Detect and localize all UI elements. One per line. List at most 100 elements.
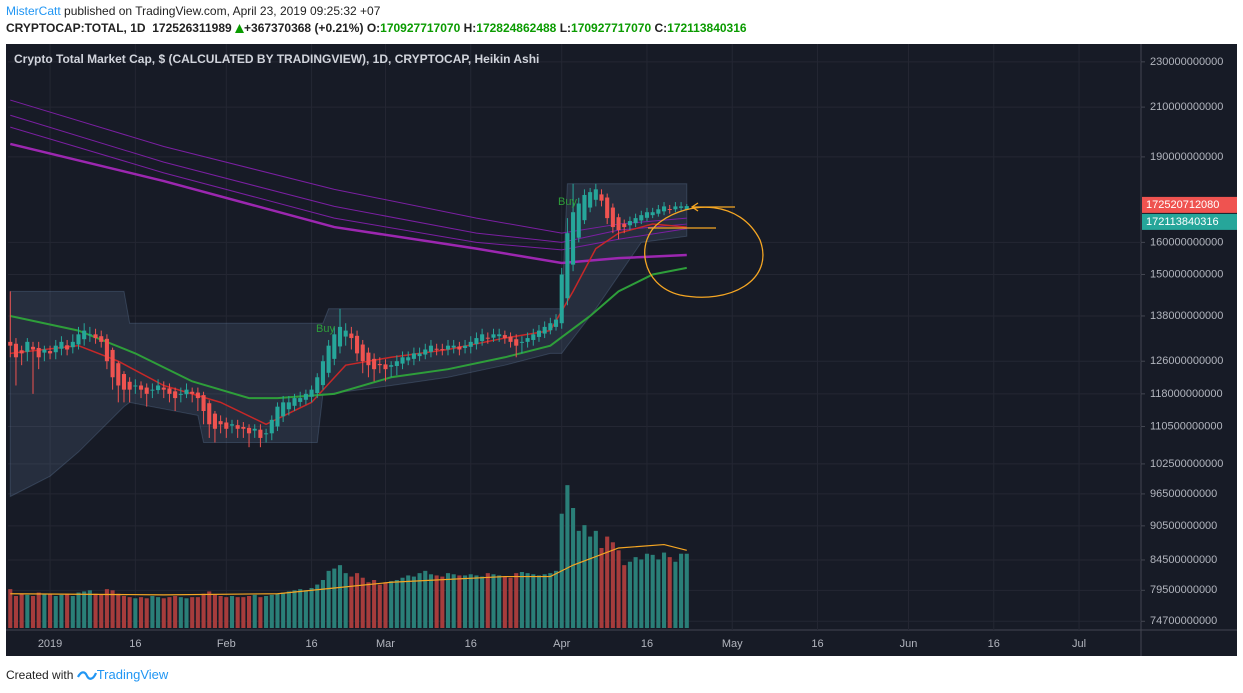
candle-body bbox=[235, 425, 240, 429]
volume-bar bbox=[349, 576, 354, 628]
candle-body bbox=[343, 330, 348, 337]
ohlc-label: C: bbox=[654, 21, 668, 35]
candle-body bbox=[76, 334, 81, 345]
drawn-arrow bbox=[690, 202, 735, 212]
candle-body bbox=[536, 330, 542, 337]
candle-body bbox=[400, 357, 405, 364]
volume-bar bbox=[423, 570, 428, 628]
candle-body bbox=[372, 358, 377, 370]
candle-body bbox=[258, 429, 263, 438]
volume-bar bbox=[42, 593, 47, 628]
up-arrow-icon bbox=[235, 24, 245, 33]
candle-body bbox=[241, 426, 246, 429]
volume-bar bbox=[286, 591, 291, 628]
candle-body bbox=[144, 387, 149, 394]
volume-bar bbox=[19, 593, 24, 628]
volume-bar bbox=[190, 597, 195, 628]
volume-bar bbox=[661, 552, 667, 628]
candle-body bbox=[150, 389, 155, 391]
volume-bar bbox=[514, 573, 519, 628]
volume-bar bbox=[394, 580, 399, 628]
volume-layer bbox=[8, 485, 689, 628]
y-tick-label: 84500000000 bbox=[1150, 554, 1217, 566]
ohlc-label: L: bbox=[559, 21, 572, 35]
volume-bar bbox=[684, 553, 689, 628]
y-tick-label: 90500000000 bbox=[1150, 520, 1217, 532]
indicator-line bbox=[10, 266, 687, 400]
candle-body bbox=[508, 336, 513, 342]
last-price: 172526311989 bbox=[152, 21, 232, 35]
volume-bar bbox=[474, 575, 479, 628]
candle-body bbox=[463, 345, 468, 348]
volume-bar bbox=[383, 582, 388, 628]
volume-bar bbox=[252, 594, 257, 628]
candle-body bbox=[548, 323, 553, 331]
y-tick-label: 102500000000 bbox=[1150, 458, 1223, 470]
chart-title: Crypto Total Market Cap, $ (CALCULATED B… bbox=[14, 52, 539, 66]
candle-body bbox=[87, 334, 92, 336]
volume-bar bbox=[656, 559, 661, 628]
volume-bar bbox=[264, 596, 269, 628]
candle-body bbox=[133, 385, 138, 387]
volume-bar bbox=[389, 581, 394, 628]
volume-bar bbox=[281, 592, 286, 628]
candle-body bbox=[582, 194, 587, 221]
x-tick-label: Mar bbox=[376, 638, 395, 650]
volume-bar bbox=[576, 530, 581, 628]
ohlc: O:170927717070 H:172824862488 L:17092771… bbox=[367, 21, 747, 35]
volume-bar bbox=[241, 597, 246, 628]
candle-body bbox=[627, 221, 632, 226]
volume-bar bbox=[309, 588, 314, 628]
candle-body bbox=[104, 338, 109, 362]
price-tag-label: 172520712080 bbox=[1146, 199, 1219, 211]
volume-bar bbox=[468, 574, 473, 628]
volume-bar bbox=[480, 576, 485, 628]
candle-body bbox=[559, 274, 564, 324]
volume-bar bbox=[582, 525, 587, 628]
volume-bar bbox=[531, 574, 536, 628]
volume-bar bbox=[178, 597, 183, 628]
volume-bar bbox=[542, 574, 547, 628]
volume-bar bbox=[332, 568, 337, 628]
x-tick-label: 16 bbox=[641, 638, 653, 650]
candle-body bbox=[485, 337, 490, 339]
candle-body bbox=[173, 391, 178, 399]
volume-bar bbox=[536, 575, 542, 628]
candle-body bbox=[275, 406, 280, 427]
brand[interactable]: TradingView bbox=[96, 667, 169, 682]
volume-bar bbox=[25, 594, 30, 628]
volume-bar bbox=[82, 591, 87, 628]
volume-bar bbox=[93, 593, 98, 628]
y-tick-label: 210000000000 bbox=[1150, 101, 1223, 113]
candle-body bbox=[292, 398, 297, 406]
candle-body bbox=[269, 419, 274, 434]
volume-bar bbox=[161, 598, 166, 628]
y-tick-label: 150000000000 bbox=[1150, 268, 1223, 280]
y-tick-label: 118000000000 bbox=[1150, 388, 1223, 400]
volume-bar bbox=[218, 596, 223, 628]
volume-bar bbox=[599, 548, 604, 628]
x-tick-label: Apr bbox=[553, 638, 570, 650]
candle-body bbox=[394, 361, 399, 366]
candle-body bbox=[246, 427, 252, 434]
volume-bar bbox=[13, 596, 19, 628]
volume-bar bbox=[673, 561, 678, 628]
volume-bar bbox=[246, 596, 252, 628]
channel-band bbox=[9, 183, 688, 498]
indicator-line bbox=[10, 223, 687, 426]
chart-background bbox=[6, 44, 1237, 656]
author[interactable]: MisterCatt bbox=[6, 4, 61, 18]
volume-bar bbox=[451, 574, 456, 628]
candle-body bbox=[184, 389, 189, 395]
candle-body bbox=[303, 393, 308, 400]
volume-bar bbox=[70, 596, 75, 628]
candle-body bbox=[42, 349, 47, 353]
volume-bar bbox=[502, 576, 507, 628]
candle-body bbox=[497, 334, 502, 337]
y-tick-label: 230000000000 bbox=[1150, 56, 1223, 68]
candle-body bbox=[349, 333, 354, 339]
candle-body bbox=[59, 341, 64, 349]
volume-ma bbox=[10, 543, 687, 596]
candle-body bbox=[70, 341, 75, 348]
volume-bar bbox=[457, 575, 462, 628]
